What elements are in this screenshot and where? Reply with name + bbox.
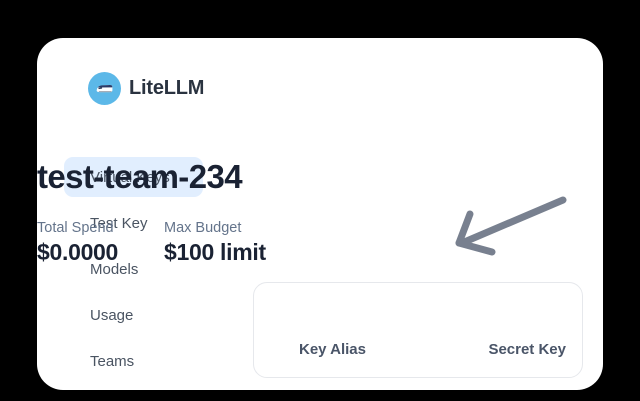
sidebar-item-label: Teams [90, 352, 135, 370]
sidebar-item-label: Test Key [90, 214, 148, 232]
stat-total-spend: Total Spend $0.0000 [37, 220, 164, 266]
keys-table-card: Key Alias Secret Key [253, 282, 583, 378]
sidebar-item-label: Virtual Keys [90, 168, 170, 186]
sidebar-item-usage[interactable]: Usage [64, 295, 214, 335]
sidebar-item-virtual-keys[interactable]: Virtual Keys [64, 157, 203, 197]
sidebar-item-models[interactable]: Models [64, 249, 214, 289]
stat-label: Max Budget [164, 220, 242, 236]
team-title: test-team-234 [37, 158, 243, 195]
dashboard-window: LiteLLM Virtual Keys Test Key Models Usa… [37, 38, 603, 390]
column-header-key-alias: Key Alias [299, 341, 366, 358]
team-stats: Total Spend $0.0000 Max Budget $100 limi… [37, 220, 266, 266]
stat-value: $100 limit [164, 239, 266, 265]
sidebar-item-test-key[interactable]: Test Key [64, 203, 214, 243]
train-icon [88, 72, 121, 105]
app-title: LiteLLM [129, 77, 205, 99]
sidebar-item-teams[interactable]: Teams [64, 341, 214, 381]
table-header-row: Key Alias Secret Key [299, 341, 566, 358]
arrow-icon [455, 196, 567, 256]
stat-max-budget: Max Budget $100 limit [164, 220, 266, 266]
sidebar-item-label: Models [90, 260, 139, 278]
stat-value: $0.0000 [37, 239, 119, 265]
stat-label: Total Spend [37, 220, 114, 236]
sidebar-item-label: Usage [90, 306, 134, 324]
app-logo: LiteLLM [88, 72, 204, 105]
column-header-secret-key: Secret Key [488, 341, 566, 358]
sidebar-nav: Virtual Keys Test Key Models Usage Teams [64, 157, 214, 381]
